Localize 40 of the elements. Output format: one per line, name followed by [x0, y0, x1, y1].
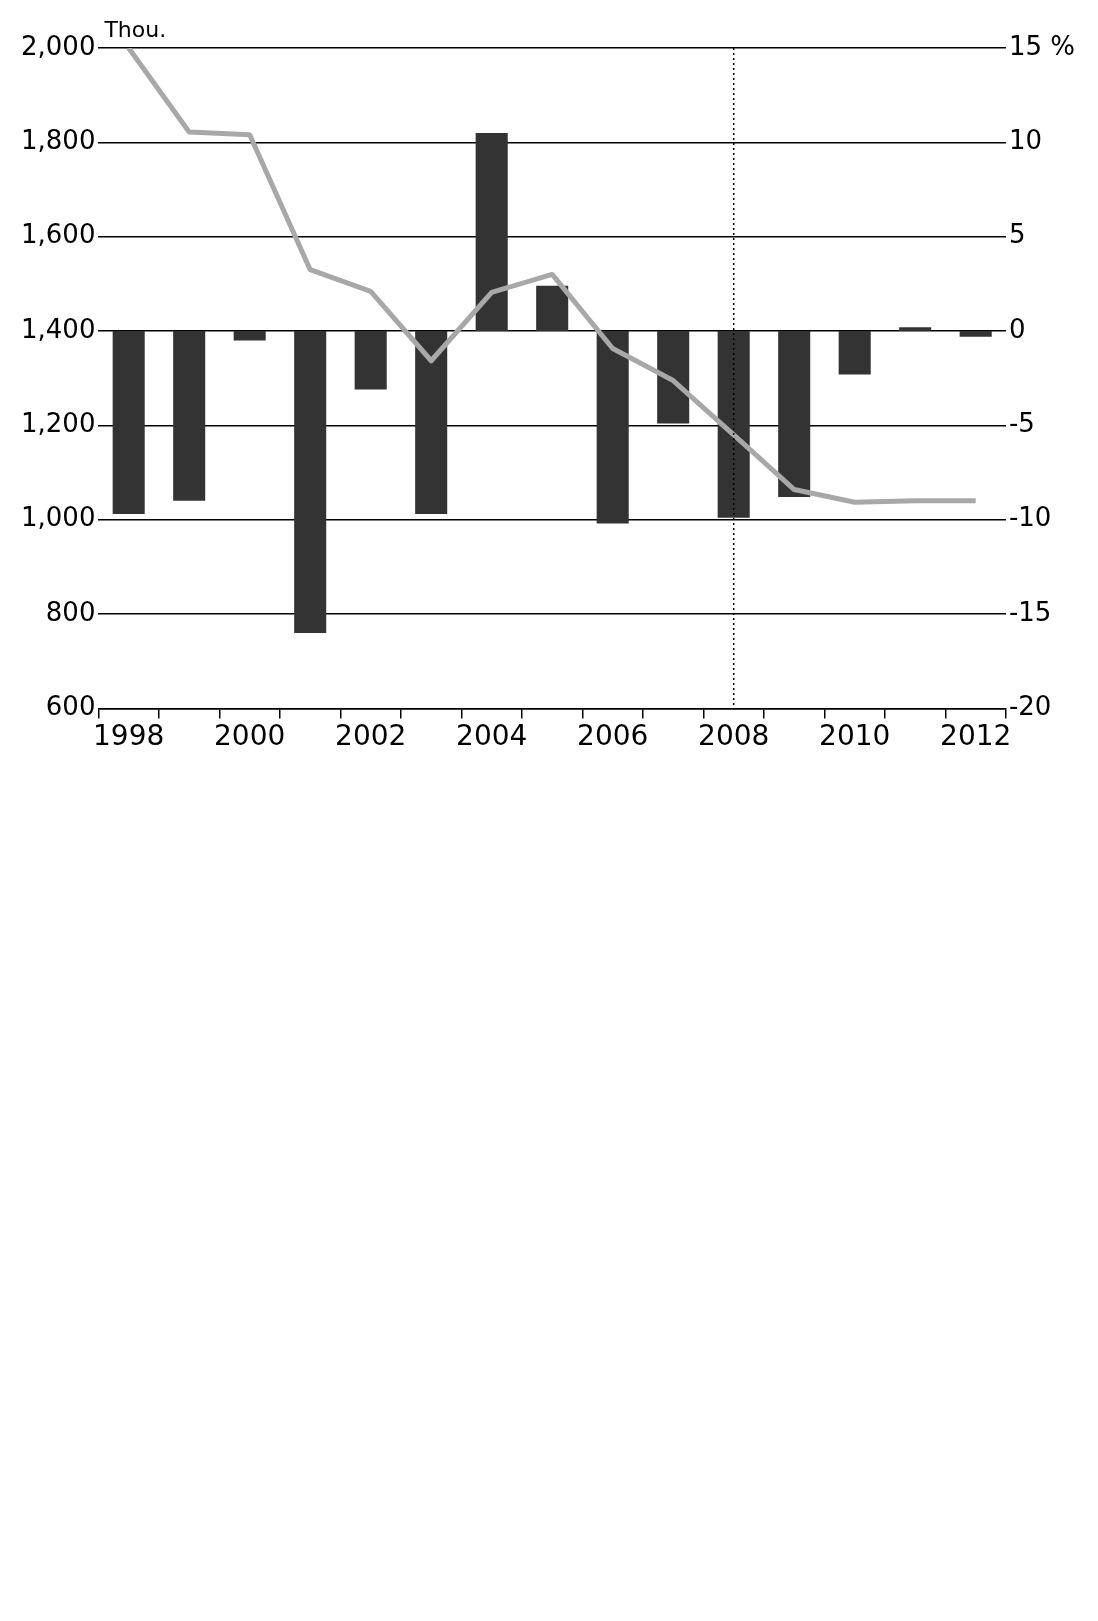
- y-axis-title: Thou.: [103, 16, 167, 42]
- bar: [596, 331, 629, 524]
- x-tick-label: 1998: [93, 719, 165, 753]
- y-tick-label: 1,600: [21, 219, 96, 250]
- y2-tick-label: 15 %: [1008, 30, 1076, 61]
- y-tick-label: 1,800: [21, 125, 96, 156]
- y2-tick-label: -20: [1008, 691, 1052, 722]
- bar: [778, 331, 811, 498]
- x-tick-label: 2012: [940, 719, 1012, 753]
- y-tick-label: 1,000: [21, 502, 96, 533]
- x-tick-label: 2000: [214, 719, 286, 753]
- y2-tick-label: 10: [1008, 125, 1043, 156]
- x-tick-label: 2006: [577, 719, 649, 753]
- bar: [112, 331, 145, 515]
- bar: [899, 327, 932, 332]
- y2-tick-label: 5: [1008, 219, 1026, 250]
- bar: [475, 132, 508, 332]
- y2-tick-label: -5: [1008, 408, 1035, 439]
- bar: [536, 285, 569, 332]
- x-tick-label: 2008: [698, 719, 770, 753]
- y-tick-label: 800: [45, 596, 96, 627]
- y-tick-label: 600: [45, 691, 96, 722]
- bar: [415, 331, 448, 515]
- y2-tick-label: -15: [1008, 596, 1052, 627]
- y-tick-label: 1,200: [21, 408, 96, 439]
- bar: [717, 331, 750, 518]
- y2-tick-label: 0: [1008, 313, 1026, 344]
- bar: [657, 331, 690, 424]
- bar: [354, 331, 387, 390]
- bar: [959, 331, 992, 337]
- x-tick-label: 2010: [819, 719, 891, 753]
- y-tick-label: 1,400: [21, 313, 96, 344]
- x-tick-label: 2004: [456, 719, 528, 753]
- y2-tick-label: -10: [1008, 502, 1052, 533]
- bar: [173, 331, 206, 501]
- bar: [294, 331, 327, 633]
- bar: [233, 331, 266, 341]
- x-tick-label: 2002: [335, 719, 407, 753]
- y-tick-label: 2,000: [21, 30, 96, 61]
- bar: [838, 331, 871, 375]
